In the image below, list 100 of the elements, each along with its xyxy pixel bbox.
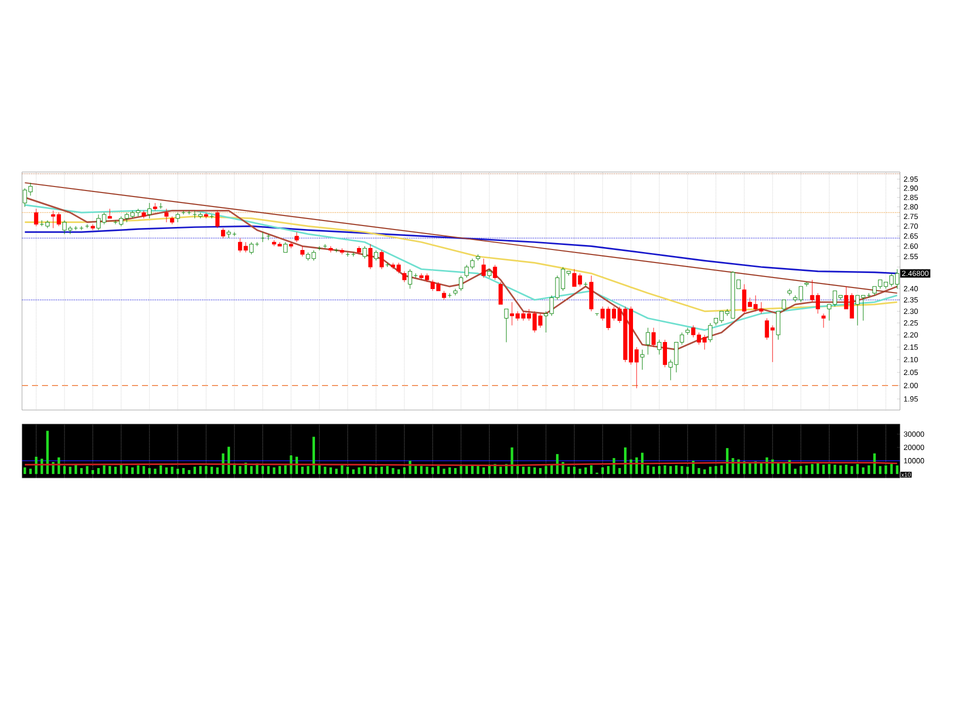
bar <box>278 466 282 474</box>
bar <box>369 466 372 474</box>
bar <box>607 466 610 474</box>
bar <box>499 466 502 474</box>
candlestick <box>147 202 152 219</box>
bar <box>170 466 174 474</box>
candlestick <box>215 210 220 228</box>
bar <box>426 466 428 474</box>
bar <box>850 466 854 474</box>
candlestick <box>640 349 644 370</box>
bar <box>318 465 321 474</box>
candlestick <box>374 250 378 261</box>
candlestick <box>34 208 38 226</box>
candlestick <box>356 246 362 255</box>
bar <box>210 466 214 474</box>
bar <box>154 468 156 474</box>
bar <box>204 466 208 474</box>
candlestick <box>498 282 503 305</box>
bar <box>442 468 446 474</box>
candlestick <box>221 228 226 238</box>
bar <box>92 470 94 474</box>
bar <box>216 467 219 474</box>
bar <box>686 466 689 474</box>
bar <box>24 467 26 474</box>
candlestick <box>362 246 367 259</box>
bar <box>29 468 32 474</box>
candlestick <box>458 275 464 292</box>
bar <box>194 466 196 474</box>
bar <box>108 466 112 474</box>
bar <box>386 466 389 474</box>
bar <box>148 468 151 474</box>
bar <box>674 465 678 474</box>
candlestick <box>380 250 384 270</box>
bar <box>873 453 876 474</box>
bar <box>844 464 848 474</box>
bar <box>805 465 808 474</box>
bar <box>227 446 230 474</box>
bar <box>306 466 310 474</box>
bar <box>528 466 530 474</box>
bar <box>810 464 814 474</box>
bar <box>776 462 780 474</box>
bar <box>533 467 536 474</box>
bar <box>380 466 383 474</box>
bar <box>188 470 190 474</box>
candlestick <box>804 282 809 287</box>
candlestick <box>402 271 406 282</box>
bar <box>476 466 480 474</box>
candlestick <box>782 300 786 312</box>
bar <box>284 465 287 474</box>
candlestick <box>192 210 197 219</box>
bar <box>324 466 326 474</box>
candlestick <box>108 208 112 219</box>
bar <box>142 466 146 474</box>
bar <box>522 466 525 474</box>
bar <box>714 466 718 474</box>
bar <box>102 465 106 474</box>
candlestick <box>776 311 780 340</box>
bar <box>573 466 576 474</box>
bar <box>238 466 242 474</box>
bar <box>68 466 72 474</box>
bar <box>800 466 802 474</box>
bar <box>782 463 786 474</box>
bar <box>896 465 898 474</box>
bar <box>358 467 360 474</box>
bar <box>698 468 700 474</box>
bar <box>160 465 162 474</box>
bar <box>465 466 468 474</box>
candlestick <box>476 254 480 261</box>
bar <box>890 464 893 474</box>
bar <box>454 468 457 474</box>
candlestick <box>294 232 299 242</box>
bar <box>590 465 593 474</box>
bar <box>397 469 400 474</box>
bar <box>822 464 825 474</box>
bar <box>601 467 604 474</box>
bar <box>567 466 570 474</box>
bar <box>658 466 661 474</box>
bar <box>295 456 298 474</box>
candlestick <box>708 322 712 342</box>
bar <box>669 466 672 474</box>
bar <box>346 466 349 474</box>
bar <box>510 447 514 474</box>
bar <box>34 456 38 474</box>
candlestick <box>181 210 186 215</box>
bar <box>680 466 684 474</box>
bar <box>335 468 338 474</box>
bar <box>431 467 434 474</box>
bar <box>374 467 378 474</box>
bar <box>414 466 417 474</box>
bar <box>63 466 66 474</box>
bar <box>516 466 519 474</box>
bar <box>312 436 316 474</box>
bar <box>884 465 888 474</box>
bar <box>646 465 650 474</box>
bar <box>664 465 666 474</box>
candlestick <box>652 327 656 348</box>
candlestick <box>164 208 169 222</box>
candlestick <box>249 242 254 255</box>
candlestick <box>340 248 344 255</box>
bar <box>392 468 394 474</box>
